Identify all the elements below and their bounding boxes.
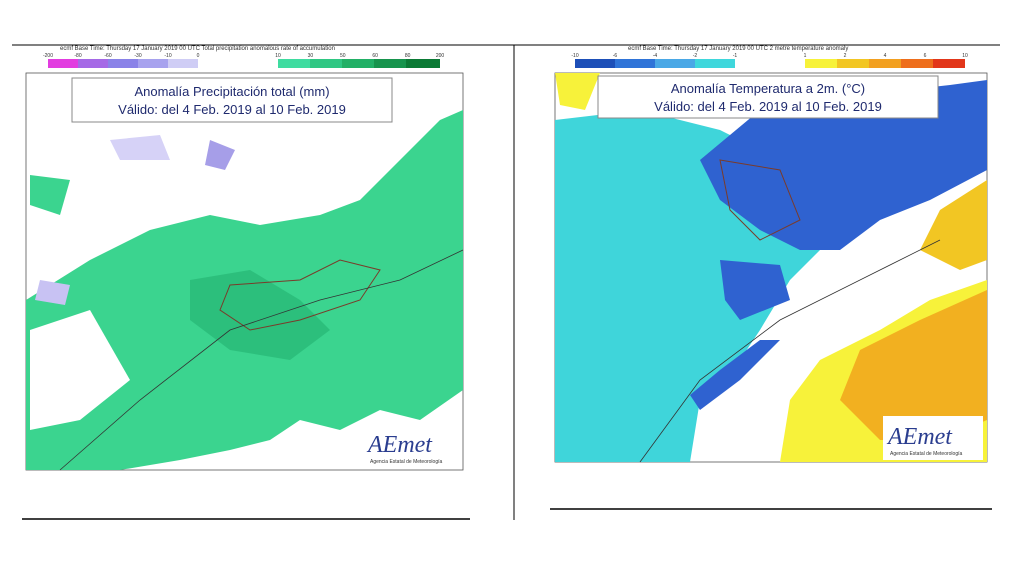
colorbar-label: 60 [372,53,378,59]
colorbar-label: 50 [340,53,346,59]
colorbar-label: 6 [924,53,927,59]
colorbar-label: -1 [733,53,738,59]
agency: Agencia Estatal de Meteorología [370,459,442,465]
colorbar-labels: -200 -80 -60 -30 -10 0 10 30 50 60 80 200 [43,53,444,59]
colorbar [575,59,965,68]
colorbar-label: 80 [405,53,411,59]
colorbar-label: 10 [275,53,281,59]
map-title: Anomalía Precipitación total (mm) [134,84,329,99]
map-header: ecmf Base Time: Thursday 17 January 2019… [60,46,335,52]
map-valid: Válido: del 4 Feb. 2019 al 10 Feb. 2019 [654,99,882,114]
colorbar-label: -80 [74,53,81,59]
precip-map: ecmf Base Time: Thursday 17 January 2019… [25,46,464,471]
logo: AEmet [886,424,953,450]
map-valid: Válido: del 4 Feb. 2019 al 10 Feb. 2019 [118,102,346,117]
map-title: Anomalía Temperatura a 2m. (°C) [671,81,865,96]
colorbar-labels: -10 -6 -4 -2 -1 1 2 4 6 10 [571,53,968,59]
colorbar-label: -200 [43,53,53,59]
agency: Agencia Estatal de Meteorología [890,451,962,457]
colorbar-label: -2 [693,53,698,59]
logo: AEmet [366,432,433,458]
colorbar [48,59,440,68]
colorbar-label: 2 [844,53,847,59]
colorbar-label: -10 [571,53,578,59]
temperature-map: ecmf Base Time: Thursday 17 January 2019… [554,46,988,463]
map-header: ecmf Base Time: Thursday 17 January 2019… [628,46,848,52]
colorbar-label: 30 [308,53,314,59]
colorbar-label: -30 [134,53,141,59]
colorbar-label: -6 [613,53,618,59]
colorbar-label: 4 [884,53,887,59]
colorbar-label: 200 [436,53,445,59]
colorbar-label: 0 [197,53,200,59]
colorbar-label: 10 [962,53,968,59]
colorbar-label: -60 [104,53,111,59]
colorbar-label: 1 [804,53,807,59]
colorbar-label: -4 [653,53,658,59]
colorbar-label: -10 [164,53,171,59]
